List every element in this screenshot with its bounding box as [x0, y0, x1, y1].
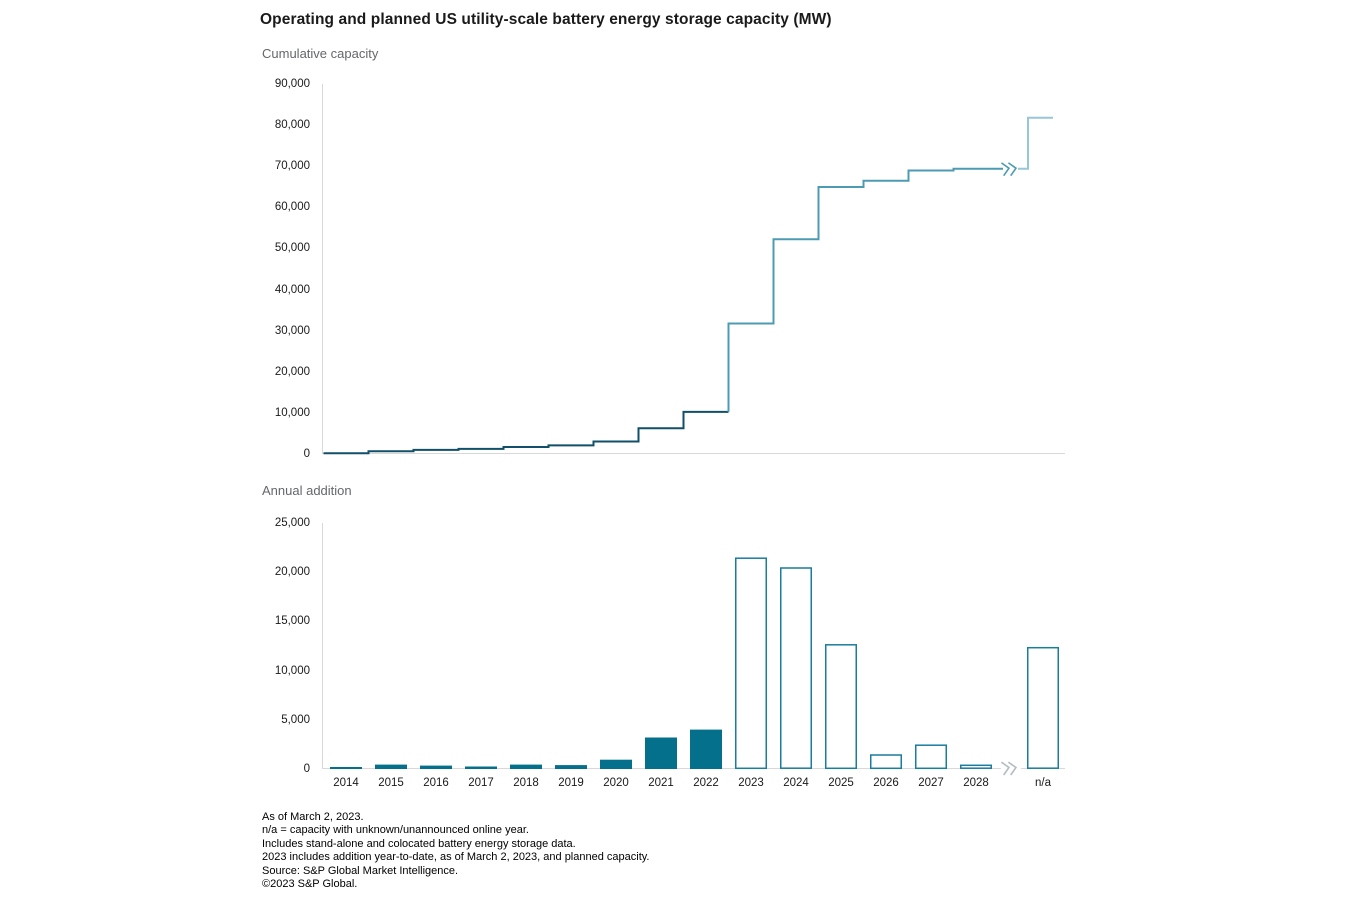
y-axis-label: 15,000 [274, 615, 310, 628]
x-axis-label: 2021 [648, 777, 674, 789]
x-axis-label: n/a [1035, 777, 1051, 789]
x-axis-label: 2023 [738, 777, 764, 789]
bar-2024 [780, 567, 812, 769]
bar-2017 [465, 766, 497, 769]
x-axis-label: 2017 [468, 777, 494, 789]
x-axis-label: 2027 [918, 777, 944, 789]
bar-2025 [825, 644, 857, 770]
footnote-line: ©2023 S&P Global. [262, 878, 358, 891]
y-axis-label: 40,000 [274, 283, 310, 296]
y-axis-label: 90,000 [274, 78, 310, 90]
y-axis-label: 80,000 [274, 119, 310, 132]
bar-2019 [555, 765, 587, 769]
chart-title: Operating and planned US utility-scale b… [260, 11, 832, 28]
bar-2018 [510, 764, 542, 769]
bar-2023 [735, 557, 767, 770]
bar-2014 [330, 767, 362, 769]
bar-2021 [645, 737, 677, 769]
axis-break-icon [1007, 761, 1018, 776]
footnote-line: Includes stand-alone and colocated batte… [262, 837, 576, 850]
x-axis-label: 2022 [693, 777, 719, 789]
x-axis-label: 2028 [963, 777, 989, 789]
y-axis-label: 60,000 [274, 201, 310, 214]
bar-2026 [870, 754, 902, 770]
step-line-planned [727, 167, 1003, 412]
x-axis-label: 2015 [378, 777, 404, 789]
bar-2020 [600, 759, 632, 769]
cumulative-chart-subtitle: Cumulative capacity [262, 46, 379, 61]
axis-break-icon [1000, 761, 1011, 776]
footnote-line: 2023 includes addition year-to-date, as … [262, 851, 650, 864]
step-line-unknown [1018, 116, 1053, 170]
y-axis-label: 10,000 [274, 406, 310, 419]
bar-2022 [690, 729, 722, 769]
bar-2015 [375, 764, 407, 769]
footnote-line: n/a = capacity with unknown/unannounced … [262, 824, 529, 837]
bar-n/a [1027, 646, 1059, 769]
footnotes: As of March 2, 2023. n/a = capacity with … [262, 811, 650, 891]
step-line-operating [323, 410, 729, 455]
x-axis-label: 2024 [783, 777, 809, 789]
y-axis-label: 30,000 [274, 324, 310, 337]
y-axis-label: 0 [303, 763, 310, 775]
y-axis-label: 20,000 [274, 365, 310, 378]
bar-2028 [960, 764, 992, 769]
y-axis-label: 25,000 [274, 517, 310, 529]
y-axis-label: 10,000 [274, 664, 310, 677]
x-axis-label: 2026 [873, 777, 899, 789]
bar-2027 [915, 744, 947, 770]
y-axis-label: 70,000 [274, 160, 310, 173]
cumulative-chart-plot [322, 84, 1065, 455]
y-axis-label: 5,000 [281, 713, 310, 726]
x-axis-label: 2014 [333, 777, 359, 789]
x-axis-label: 2018 [513, 777, 539, 789]
x-axis-label: 2025 [828, 777, 854, 789]
line-break-icon [1007, 162, 1018, 177]
x-axis-label: 2016 [423, 777, 449, 789]
annual-chart-subtitle: Annual addition [262, 483, 352, 498]
x-axis-label: 2020 [603, 777, 629, 789]
line-break-icon [1000, 162, 1011, 177]
bar-2016 [420, 765, 452, 769]
y-axis-label: 20,000 [274, 566, 310, 579]
footnote-line: As of March 2, 2023. [262, 811, 364, 823]
annual-chart-plot [322, 523, 1065, 776]
y-axis-label: 50,000 [274, 242, 310, 255]
y-axis-label: 0 [303, 448, 310, 460]
footnote-line: Source: S&P Global Market Intelligence. [262, 864, 459, 877]
x-axis-label: 2019 [558, 777, 584, 789]
